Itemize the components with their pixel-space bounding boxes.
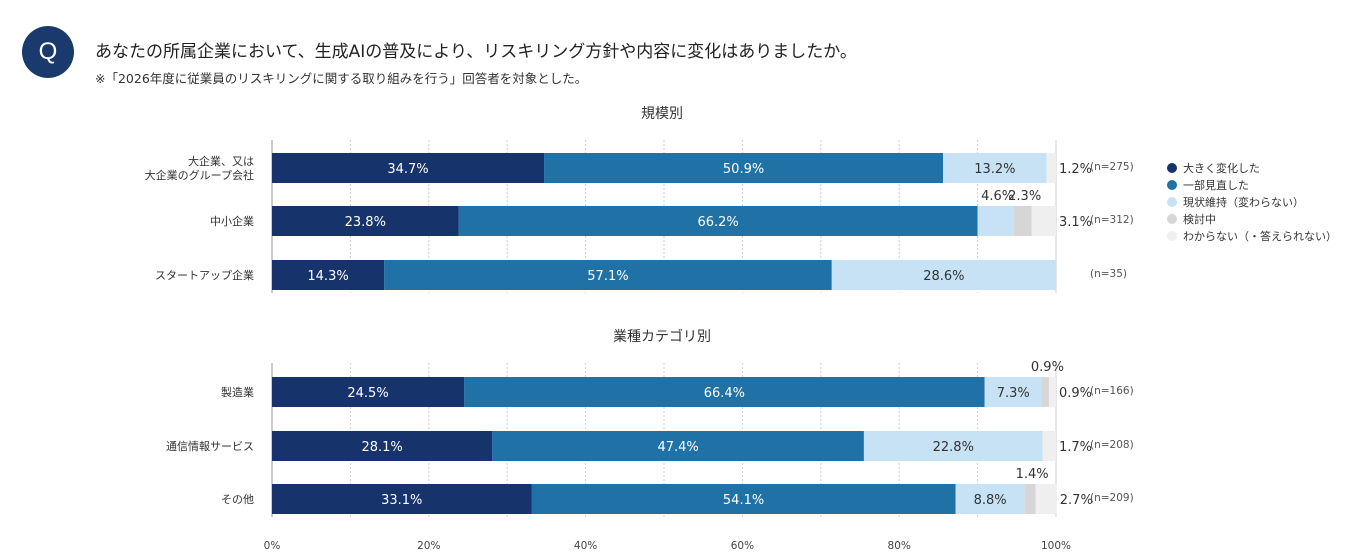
data-label: 28.1% (361, 440, 402, 455)
x-tick-label: 20% (417, 540, 440, 552)
question-note: ※「2026年度に従業員のリスキリングに関する取り組みを行う」回答者を対象とした… (95, 71, 588, 86)
x-tick-label: 40% (574, 540, 597, 552)
x-tick-label: 0% (264, 540, 281, 552)
data-label: 24.5% (347, 386, 388, 401)
data-label: 2.3% (1008, 189, 1041, 204)
bar-segment (272, 484, 532, 514)
data-label: 8.8% (974, 493, 1007, 508)
data-label: 22.8% (933, 440, 974, 455)
category-label: 中小企業 (210, 214, 254, 228)
x-tick-label: 60% (731, 540, 754, 552)
bar-segment (1035, 484, 1057, 514)
data-label: 1.4% (1016, 467, 1049, 482)
data-label: 54.1% (723, 493, 764, 508)
legend-label: 現状維持（変わらない） (1183, 195, 1304, 209)
data-label: 28.6% (923, 269, 964, 284)
legend-label: 大きく変化した (1183, 161, 1260, 175)
bar-segment (1048, 377, 1056, 407)
bar-segment (863, 431, 1043, 461)
bar-segment (943, 153, 1047, 183)
legend-label: わからない（・答えられない） (1183, 229, 1337, 243)
data-label: 47.4% (657, 440, 698, 455)
data-label: 1.7% (1059, 440, 1092, 455)
sample-size-label: (n=312) (1090, 214, 1134, 226)
data-label: 2.7% (1060, 493, 1093, 508)
sample-size-label: (n=35) (1090, 268, 1127, 280)
legend-swatch (1167, 197, 1177, 207)
category-label: 大企業、又は (188, 154, 254, 168)
bar-segment (272, 431, 493, 461)
legend-swatch (1167, 163, 1177, 173)
bar-segment (1013, 206, 1032, 236)
x-tick-label: 100% (1041, 540, 1071, 552)
sample-size-label: (n=208) (1090, 439, 1134, 451)
category-label: 製造業 (221, 385, 254, 399)
bar-segment (977, 206, 1014, 236)
bar-segment (272, 153, 545, 183)
category-label: その他 (221, 493, 254, 506)
bar-segment (1024, 484, 1036, 514)
chart-title: 規模別 (641, 106, 683, 122)
question-text: あなたの所属企業において、生成AIの普及により、リスキリング方針や内容に変化はあ… (95, 42, 857, 62)
data-label: 66.2% (697, 215, 738, 230)
chart-title: 業種カテゴリ別 (613, 328, 711, 345)
data-label: 50.9% (723, 162, 764, 177)
category-label: 通信情報サービス (166, 440, 254, 453)
data-label: 4.6% (981, 189, 1014, 204)
bar-segment (831, 260, 1056, 290)
bar-segment (1046, 153, 1056, 183)
bar-segment (955, 484, 1025, 514)
bar-segment (1042, 431, 1056, 461)
data-label: 0.9% (1031, 360, 1064, 375)
sample-size-label: (n=166) (1090, 385, 1134, 397)
data-label: 23.8% (345, 215, 386, 230)
data-label: 14.3% (307, 269, 348, 284)
data-label: 1.2% (1059, 162, 1092, 177)
bar-segment (384, 260, 832, 290)
data-label: 33.1% (381, 493, 422, 508)
bar-segment (984, 377, 1042, 407)
legend-swatch (1167, 180, 1177, 190)
legend-swatch (1167, 231, 1177, 241)
bar-segment (544, 153, 944, 183)
data-label: 7.3% (997, 386, 1030, 401)
bar-segment (1031, 206, 1056, 236)
bar-segment (464, 377, 985, 407)
question-badge-label: Q (38, 38, 58, 65)
category-label: 大企業のグループ会社 (145, 168, 254, 182)
legend-swatch (1167, 214, 1177, 224)
bar-segment (272, 377, 465, 407)
data-label: 66.4% (704, 386, 745, 401)
legend-label: 検討中 (1183, 212, 1216, 226)
question-badge: Q (22, 26, 74, 78)
legend-label: 一部見直した (1183, 178, 1249, 192)
data-label: 13.2% (974, 162, 1015, 177)
sample-size-label: (n=275) (1090, 161, 1134, 173)
data-label: 0.9% (1059, 386, 1092, 401)
category-label: スタートアップ企業 (155, 268, 254, 282)
bar-segment (272, 260, 385, 290)
data-label: 57.1% (587, 269, 628, 284)
sample-size-label: (n=209) (1090, 492, 1134, 504)
bar-segment (272, 206, 459, 236)
bar-segment (458, 206, 978, 236)
bar-segment (492, 431, 864, 461)
data-label: 34.7% (387, 162, 428, 177)
bar-segment (1041, 377, 1049, 407)
data-label: 3.1% (1059, 215, 1092, 230)
bar-segment (531, 484, 956, 514)
x-tick-label: 80% (888, 540, 911, 552)
